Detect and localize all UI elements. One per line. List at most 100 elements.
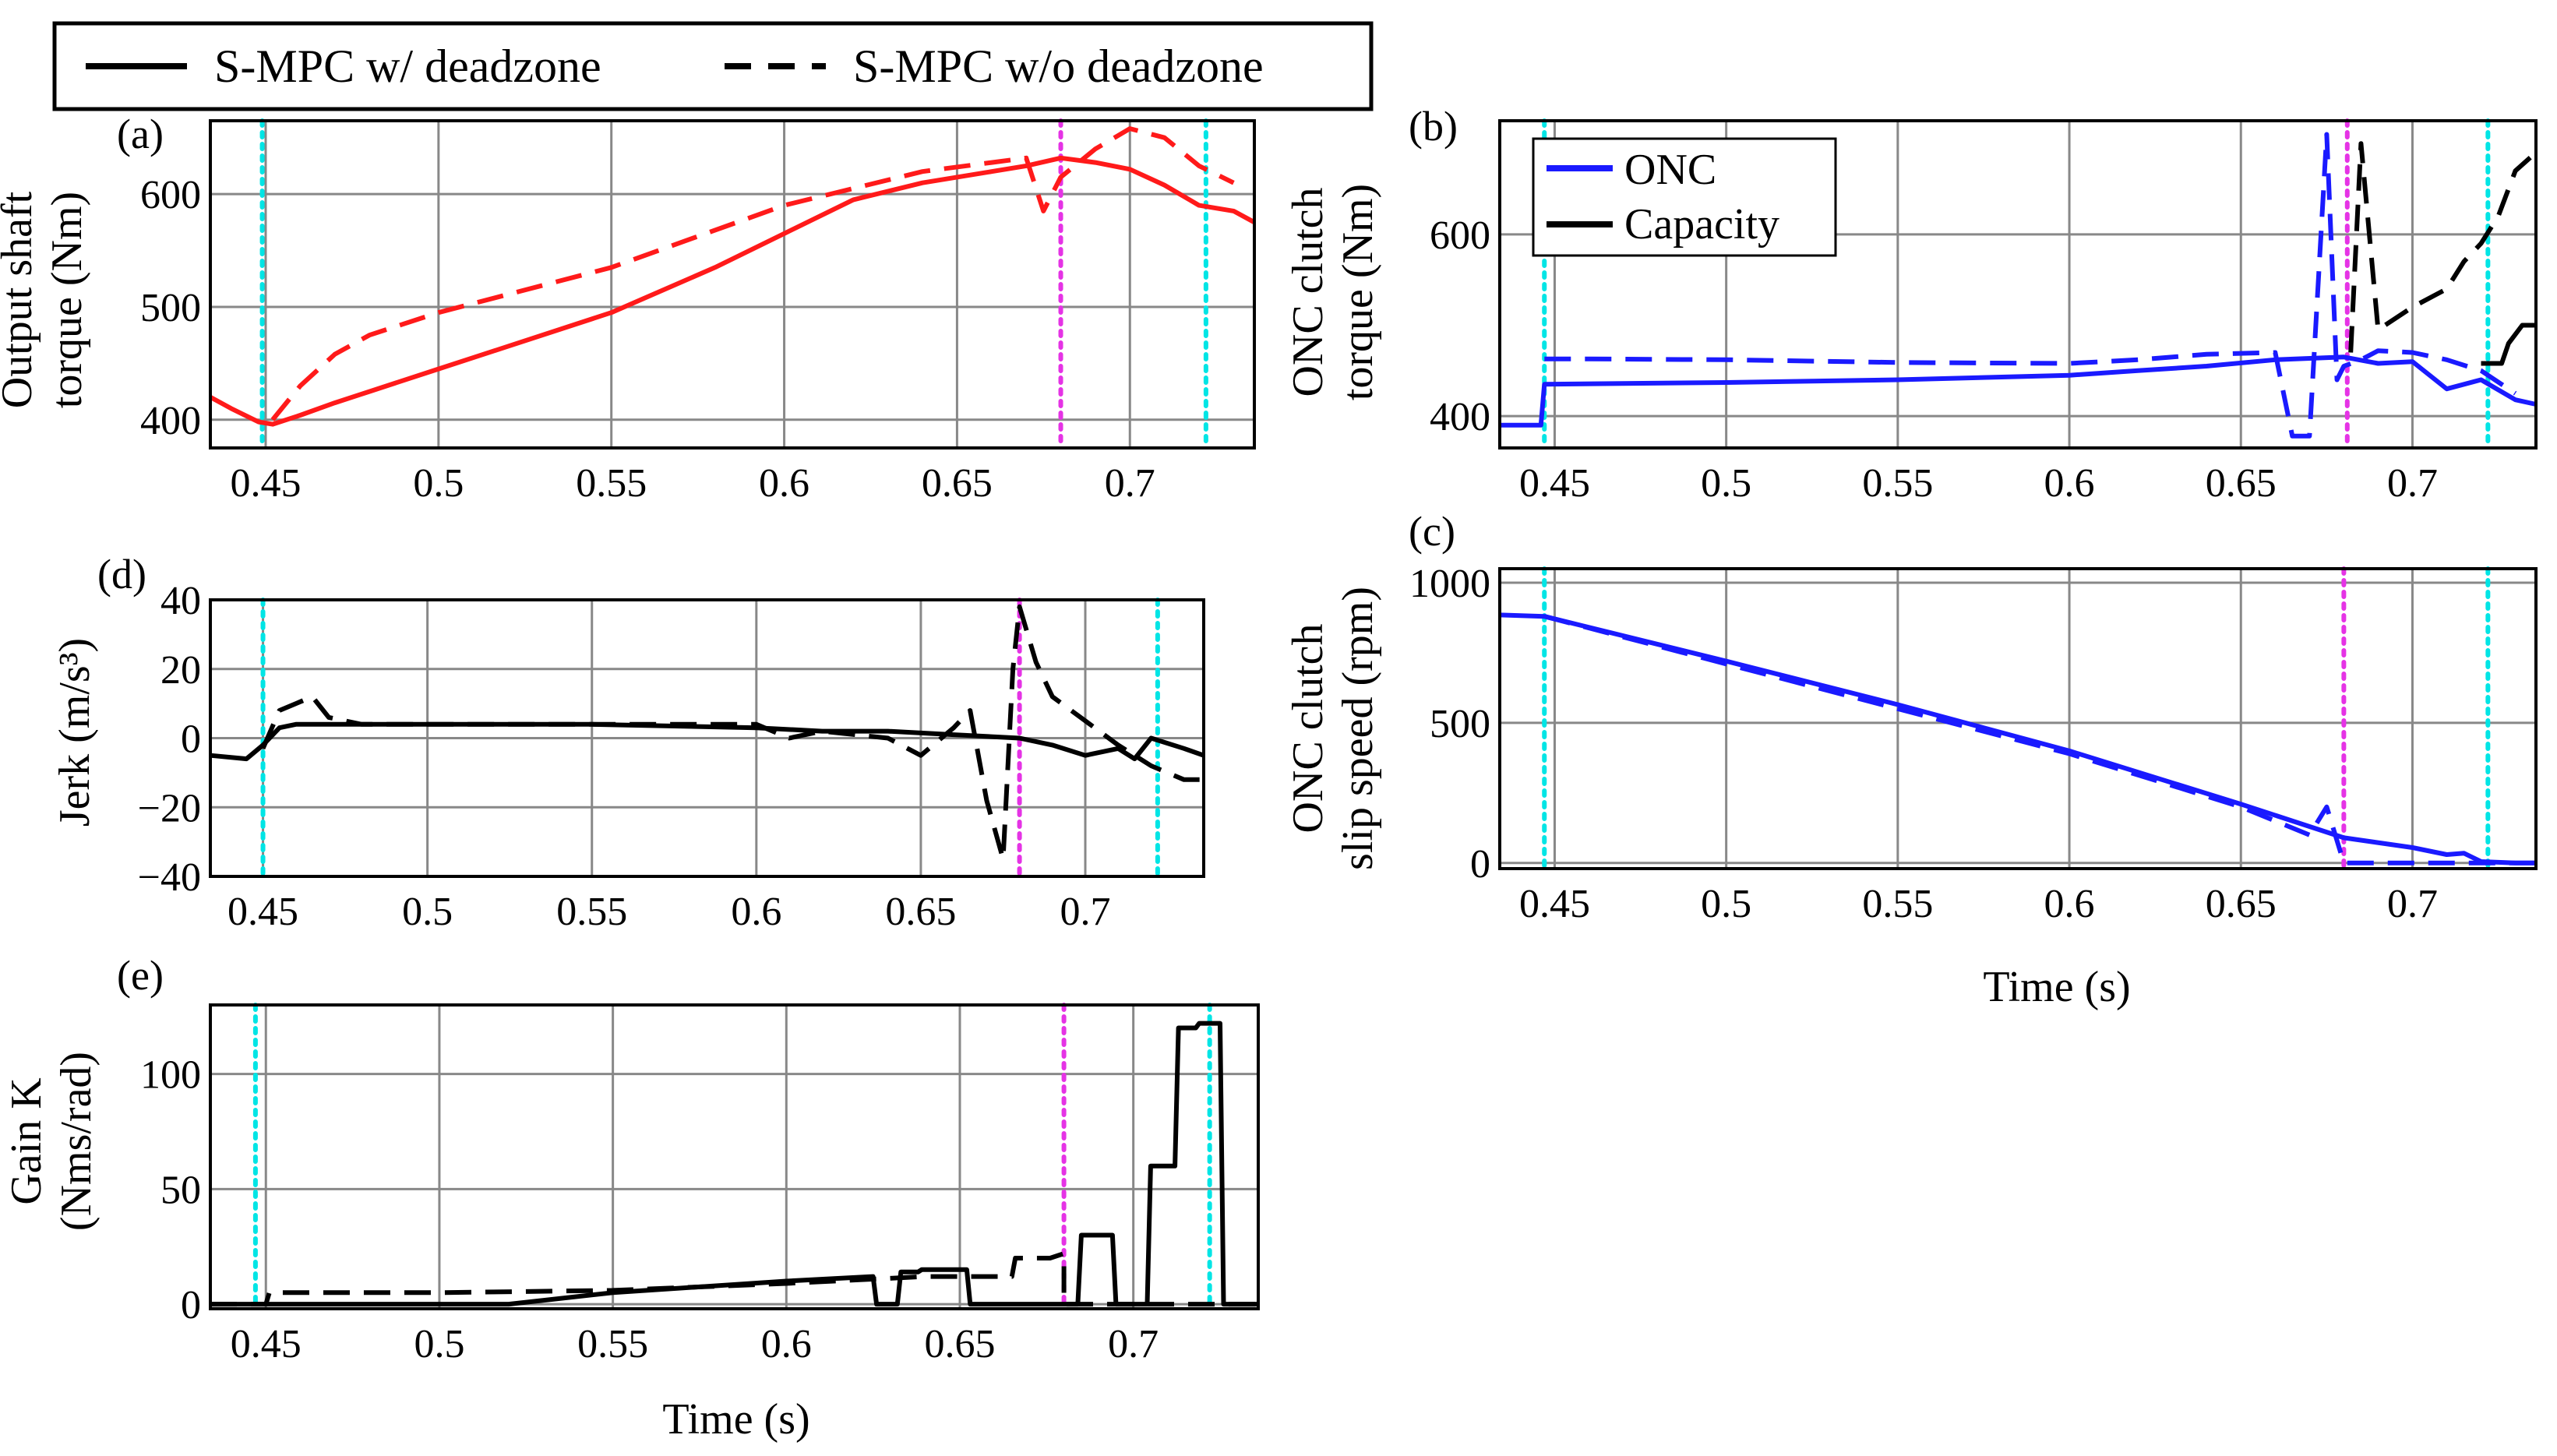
panel-e-series: [210, 1021, 1258, 1307]
panel-e-vlines: [252, 1003, 1212, 1311]
x-tick-label: 0.45: [231, 1322, 302, 1366]
legend-dashed-label: S-MPC w/o deadzone: [853, 41, 1264, 92]
panel-a-ylabel-line1: Output shaft: [0, 191, 41, 408]
panel-c-ylabel-line1: ONC clutch: [1284, 623, 1332, 833]
panel-b-series: [1500, 132, 2538, 439]
panel-a-ylabel-line2: torque (Nm): [43, 192, 91, 408]
panel-b-ylabel-line2: torque (Nm): [1334, 184, 1382, 400]
x-tick-label: 0.65: [924, 1322, 995, 1366]
panel-e-yticks: 0 50 100: [140, 1053, 201, 1327]
series-line-solid-0: [1500, 354, 2537, 428]
panel-c-ylabel-line2: slip speed (rpm): [1334, 587, 1382, 870]
panel-e: 0 50 100 0.45 0.5 0.55 0.6 0.65 0.7 (e) Gain K …: [2, 952, 1260, 1444]
y-tick-label: 0: [181, 717, 201, 762]
panel-d-series: [210, 604, 1204, 862]
x-tick-label: 0.65: [2206, 882, 2277, 926]
panel-e-ylabel-line2: (Nms/rad): [52, 1052, 101, 1231]
y-tick-label: 1000: [1409, 562, 1490, 606]
panel-a-xticks: 0.45 0.5 0.55 0.6 0.65 0.7: [230, 461, 1155, 506]
y-tick-label: 600: [1430, 213, 1490, 258]
panel-e-ylabel: Gain K (Nms/rad): [2, 1052, 101, 1231]
x-tick-label: 0.45: [227, 890, 298, 934]
series-line-dashed-1: [210, 1251, 1258, 1307]
panel-b-yticks: 400 600: [1430, 213, 1490, 439]
panel-c-ylabel: ONC clutch slip speed (rpm): [1284, 587, 1382, 870]
x-tick-label: 0.6: [731, 890, 781, 934]
panel-c: 0 500 1000 0.45 0.5 0.55 0.6 0.65 0.7 (c) ONC c…: [1284, 508, 2538, 1011]
series-line-dashed-2: [2348, 141, 2538, 353]
panel-e-frame: [209, 1003, 1260, 1310]
y-tick-label: 500: [140, 286, 201, 330]
x-tick-label: 0.65: [922, 461, 993, 506]
panel-b-legend-frame: [1532, 137, 1837, 257]
x-tick-label: 0.7: [1060, 890, 1111, 934]
panel-b-ylabel-line1: ONC clutch: [1284, 187, 1332, 397]
panel-e-xlabel: Time (s): [662, 1395, 809, 1444]
panel-c-yticks: 0 500 1000: [1409, 562, 1490, 887]
panel-a-ylabel: Output shaft torque (Nm): [0, 191, 91, 408]
x-tick-label: 0.5: [402, 890, 453, 934]
x-tick-label: 0.5: [1701, 882, 1751, 926]
panel-b-ylabel: ONC clutch torque (Nm): [1284, 184, 1382, 400]
panel-e-ylabel-line1: Gain K: [2, 1077, 51, 1204]
panel-a-vlines: [259, 118, 1208, 450]
x-tick-label: 0.7: [2387, 461, 2438, 506]
x-tick-label: 0.65: [2206, 461, 2277, 506]
legend-onc-label: ONC: [1624, 146, 1716, 194]
panel-d-xticks: 0.45 0.5 0.55 0.6 0.65 0.7: [227, 890, 1110, 934]
y-tick-label: 500: [1430, 702, 1490, 746]
x-tick-label: 0.6: [759, 461, 809, 506]
panel-c-xlabel: Time (s): [1983, 963, 2130, 1011]
panel-d-ylabel: Jerk (m/s³): [51, 638, 99, 827]
panel-a-label: (a): [117, 111, 164, 157]
y-tick-label: 0: [181, 1283, 201, 1327]
panel-b-legend: ONC Capacity: [1532, 137, 1837, 257]
series-line-dashed-1: [1544, 132, 2517, 439]
panel-d-ylabel-line1: Jerk (m/s³): [51, 638, 99, 827]
top-legend-frame: [52, 21, 1374, 111]
panel-a-yticks: 400 500 600: [140, 173, 201, 443]
panel-a: 400 500 600 0.45 0.5 0.55 0.6 0.65 0.7 (a) Outp…: [0, 111, 1256, 506]
series-line-solid-3: [2481, 323, 2536, 366]
y-tick-label: 400: [1430, 395, 1490, 439]
legend-capacity-label: Capacity: [1624, 200, 1779, 249]
x-tick-label: 0.5: [414, 1322, 464, 1366]
panel-c-frame: [1498, 567, 2538, 870]
x-tick-label: 0.6: [2044, 461, 2095, 506]
x-tick-label: 0.45: [1519, 882, 1590, 926]
panel-c-vlines: [1542, 566, 2491, 871]
x-tick-label: 0.7: [1108, 1322, 1159, 1366]
x-tick-label: 0.55: [576, 461, 647, 506]
x-tick-label: 0.5: [413, 461, 464, 506]
y-tick-label: 50: [160, 1168, 201, 1212]
y-tick-label: 600: [140, 173, 201, 217]
x-tick-label: 0.7: [2387, 882, 2438, 926]
panel-d-frame: [209, 598, 1205, 878]
x-tick-label: 0.55: [577, 1322, 648, 1366]
panel-d-label: (d): [97, 551, 146, 598]
panel-e-grid: [210, 1005, 1258, 1309]
y-tick-label: 40: [160, 579, 201, 623]
panel-e-label: (e): [117, 952, 164, 999]
x-tick-label: 0.55: [1862, 461, 1933, 506]
panel-b: 400 600 0.45 0.5 0.55 0.6 0.65 0.7 (b) ONC clu…: [1284, 103, 2538, 506]
panel-c-series: [1499, 612, 2536, 865]
top-legend: S-MPC w/ deadzone S-MPC w/o deadzone: [52, 21, 1374, 111]
panel-b-xticks: 0.45 0.5 0.55 0.6 0.65 0.7: [1519, 461, 2438, 506]
legend-solid-label: S-MPC w/ deadzone: [214, 41, 601, 92]
panel-c-xticks: 0.45 0.5 0.55 0.6 0.65 0.7: [1519, 882, 2438, 926]
series-line-solid-0: [209, 155, 1256, 427]
y-tick-label: 400: [140, 399, 201, 443]
panel-b-label: (b): [1409, 103, 1458, 150]
series-line-dashed-1: [260, 604, 1204, 862]
y-tick-label: −40: [138, 855, 201, 900]
panel-d: −40 −20 0 20 40 0.45 0.5 0.55 0.6 0.65 0.7 (d) Je…: [51, 551, 1205, 934]
panel-a-frame: [209, 119, 1256, 449]
panel-e-xticks: 0.45 0.5 0.55 0.6 0.65 0.7: [231, 1322, 1159, 1366]
y-tick-label: 0: [1470, 842, 1490, 887]
x-tick-label: 0.45: [230, 461, 301, 506]
x-tick-label: 0.6: [761, 1322, 812, 1366]
series-line-dashed-1: [270, 126, 1235, 421]
panel-d-yticks: −40 −20 0 20 40: [138, 579, 201, 900]
series-line-solid-0: [210, 1021, 1258, 1307]
